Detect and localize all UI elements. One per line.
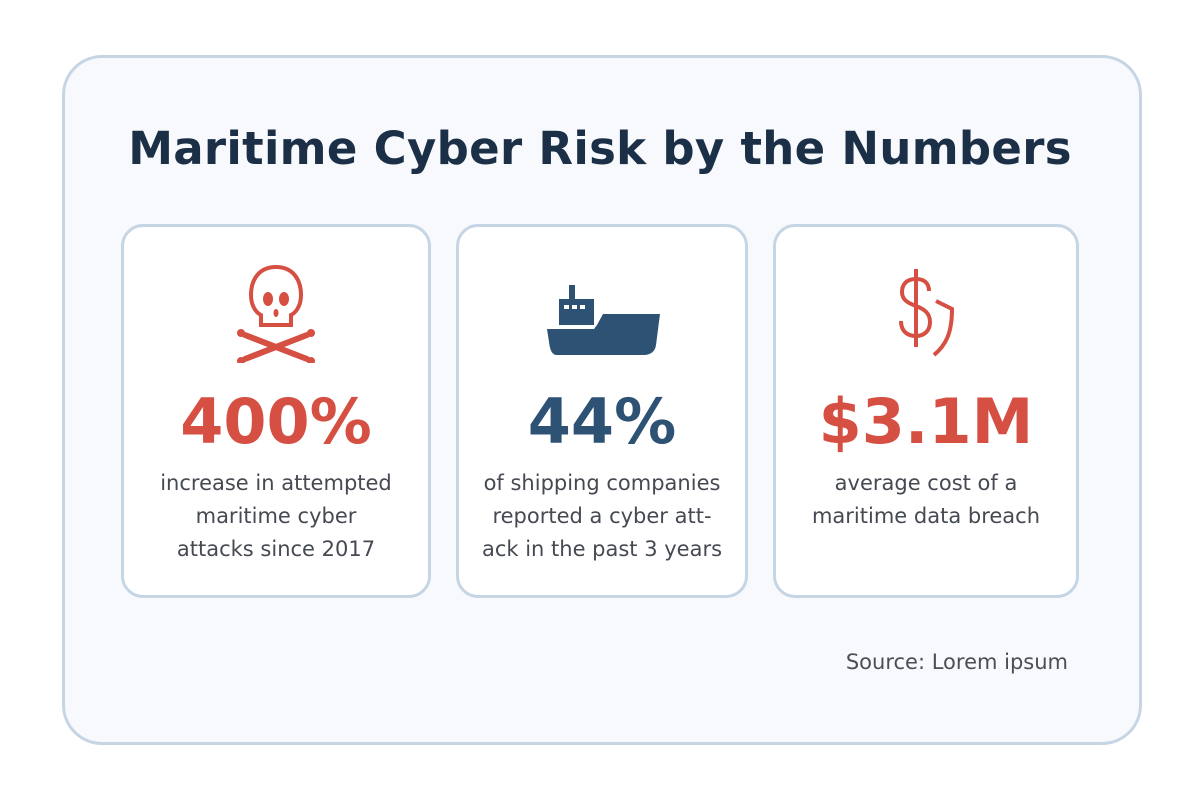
dollar-shield-icon [899,269,955,357]
source-note: Source: Lorem ipsum [845,650,1068,674]
stat-card-attacks: 400% increase in attempted maritime cybe… [121,224,431,598]
stat-card-cost: $3.1M average cost of a maritime data br… [773,224,1079,598]
stat-description: average cost of a maritime data breach [786,467,1066,533]
stat-description: of shipping companies reported a cyber a… [469,467,735,566]
description-line: of shipping companies [483,471,721,495]
description-line: attacks since 2017 [176,537,376,561]
description-line: reported a cyber att- [492,504,712,528]
skull-crossbones-icon [237,264,315,363]
stat-value: 400% [180,385,372,458]
stat-description: increase in attempted maritime cyber att… [134,467,418,566]
description-line: average cost of a [834,471,1018,495]
description-line: maritime cyber [195,504,357,528]
description-line: ack in the past 3 years [481,537,723,561]
stat-value: $3.1M [818,385,1034,458]
description-line: maritime data breach [811,504,1041,528]
stat-card-companies: 44% of shipping companies reported a cyb… [456,224,748,598]
stat-value: 44% [527,385,677,458]
description-line: increase in attempted [160,471,392,495]
ship-icon [547,285,660,355]
page-title: Maritime Cyber Risk by the Numbers [128,122,1072,175]
